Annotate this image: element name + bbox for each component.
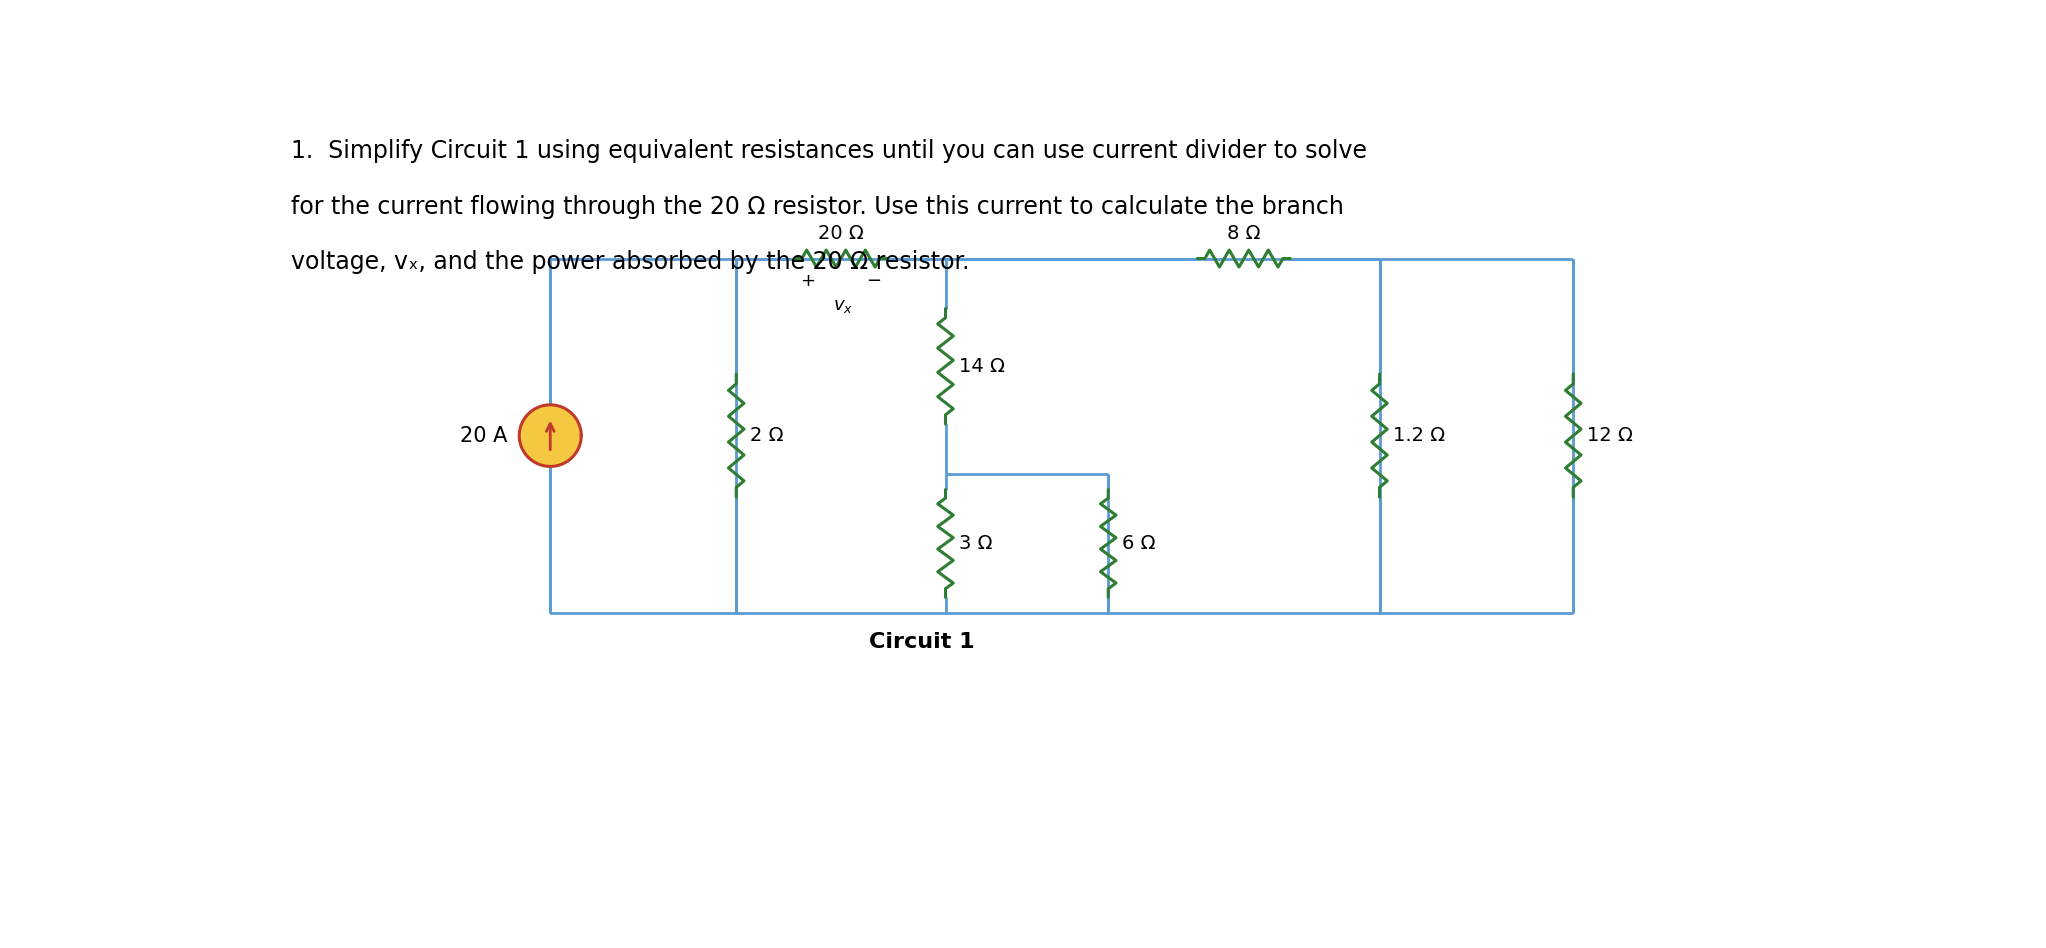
Text: 12 Ω: 12 Ω [1588,426,1633,446]
Text: 1.2 Ω: 1.2 Ω [1393,426,1447,446]
Text: 3 Ω: 3 Ω [960,534,992,553]
Polygon shape [520,405,581,466]
Text: +: + [800,272,816,289]
Text: 1.  Simplify Circuit 1 using equivalent resistances until you can use current di: 1. Simplify Circuit 1 using equivalent r… [291,139,1367,163]
Text: 8 Ω: 8 Ω [1228,224,1260,243]
Text: Circuit 1: Circuit 1 [870,632,976,652]
Text: 14 Ω: 14 Ω [960,356,1005,375]
Text: $v_x$: $v_x$ [833,297,853,315]
Text: 6 Ω: 6 Ω [1121,534,1156,553]
Text: 20 A: 20 A [460,426,507,446]
Text: voltage, vₓ, and the power absorbed by the 20 Ω resistor.: voltage, vₓ, and the power absorbed by t… [291,250,970,274]
Text: 2 Ω: 2 Ω [751,426,784,446]
Text: for the current flowing through the 20 Ω resistor. Use this current to calculate: for the current flowing through the 20 Ω… [291,194,1344,219]
Text: −: − [865,272,882,289]
Text: 20 Ω: 20 Ω [818,224,863,243]
